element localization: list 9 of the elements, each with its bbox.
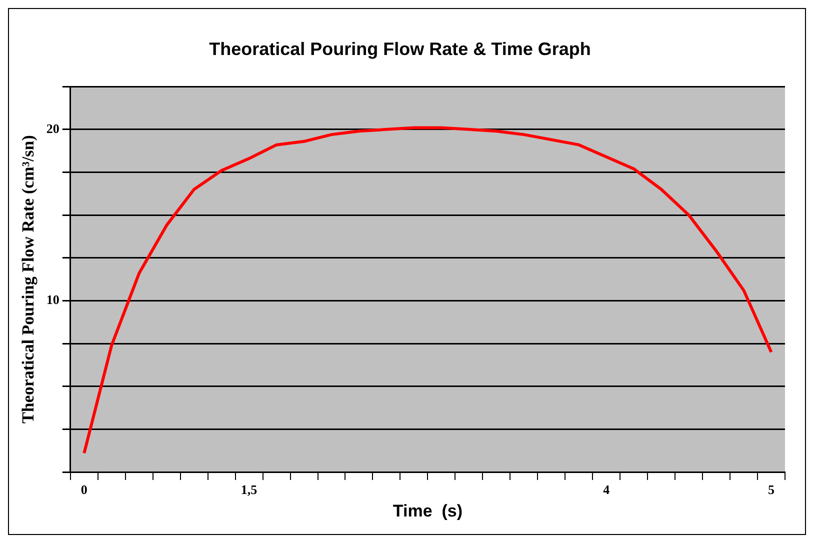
- x-tick-label: 4: [603, 482, 610, 498]
- x-tick-label: 0: [80, 482, 88, 498]
- x-tick-label: 1,5: [240, 482, 258, 498]
- chart-title: Theoratical Pouring Flow Rate & Time Graph: [209, 38, 591, 59]
- y-tick-label: 10: [46, 292, 60, 308]
- y-axis-title: Theoratical Pouring Flow Rate (cm³/sn): [18, 135, 38, 424]
- x-axis-title: Time (s): [392, 501, 462, 520]
- x-tick-label: 5: [768, 482, 776, 498]
- y-tick-label: 20: [46, 120, 60, 136]
